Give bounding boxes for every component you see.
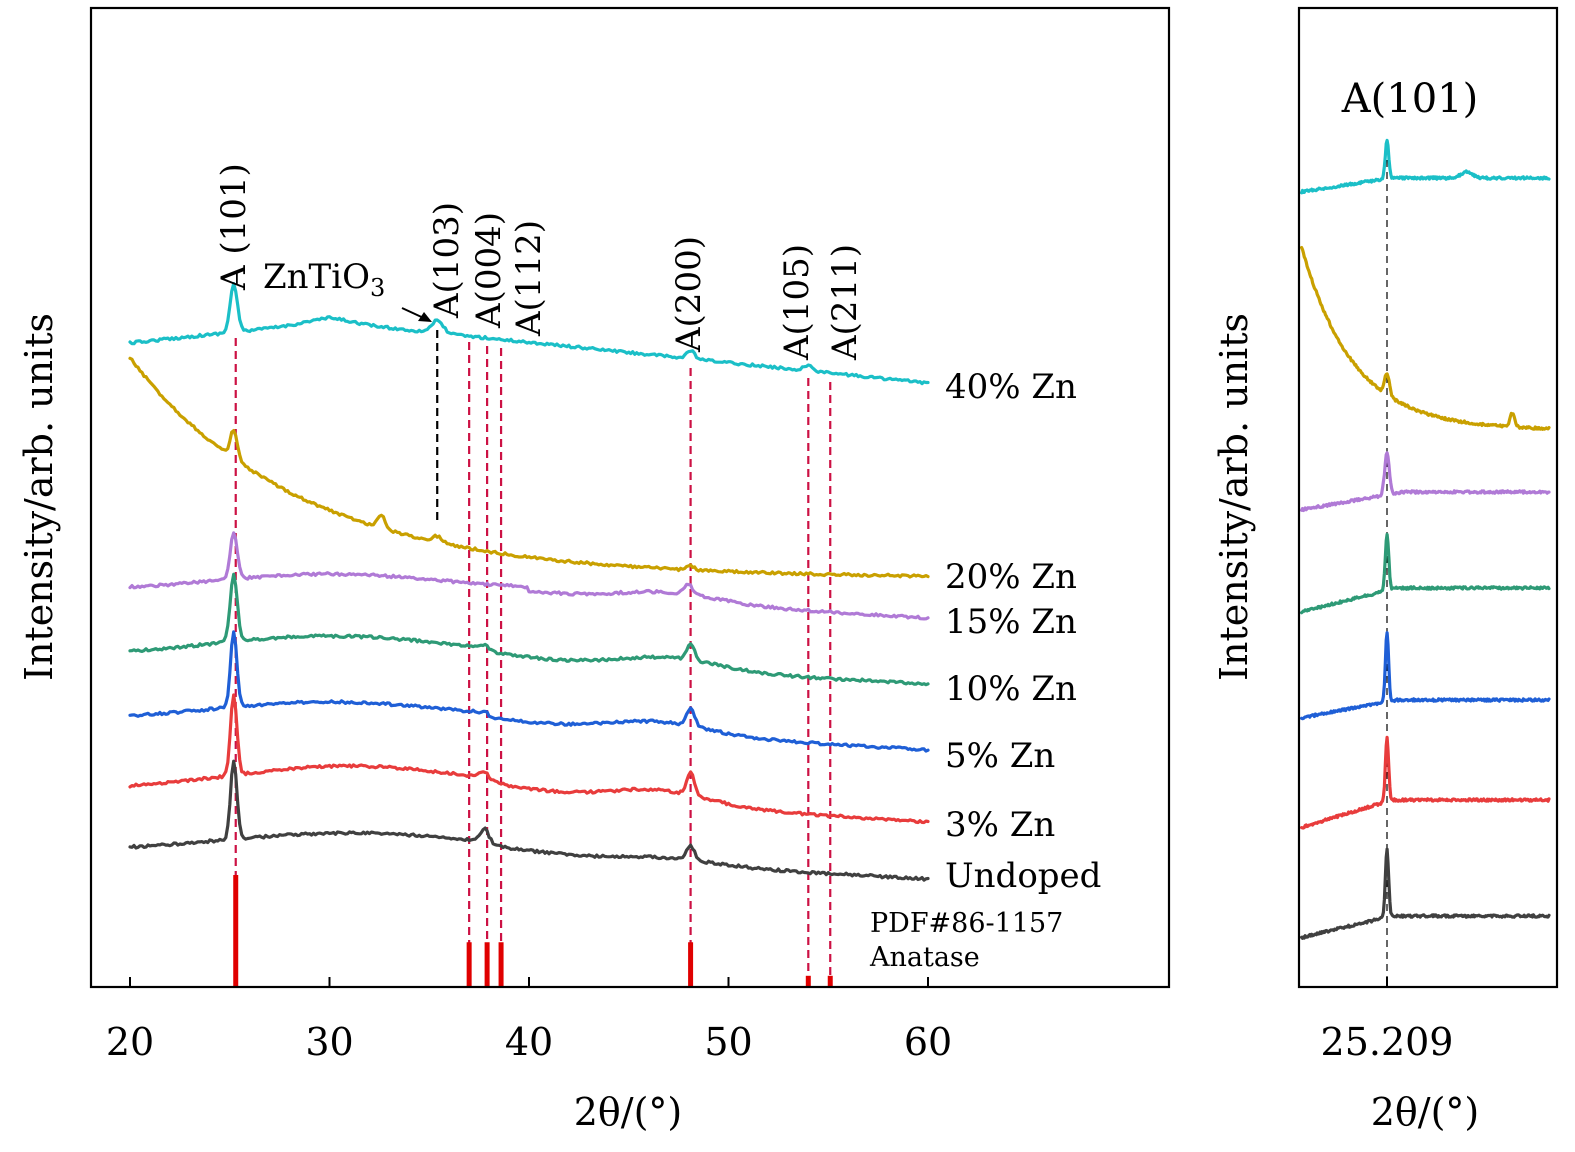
inset-panel: 25.209 A(101) 2θ/(°) Intensity/arb. unit…: [1212, 6, 1559, 1134]
peak-label: A(112): [509, 220, 549, 337]
inset-trace-20-zn: [1300, 246, 1551, 431]
inset-trace-undoped: [1300, 847, 1551, 940]
pdf-label: PDF#86-1157: [870, 908, 1063, 939]
x-tick-label: 60: [904, 1020, 952, 1064]
inset-trace-5-zn: [1300, 631, 1551, 721]
main-traces: [128, 282, 930, 882]
x-tick-label: 50: [704, 1020, 752, 1064]
peak-label: A(200): [669, 236, 709, 353]
inset-plot-frame: [1297, 6, 1559, 989]
main-x-ticks: 20 30 40 50 60: [106, 977, 952, 1064]
series-label: 5% Zn: [945, 736, 1055, 776]
trace-5-zn: [128, 630, 930, 753]
trace-20-zn: [128, 356, 930, 579]
inset-trace-40-zn: [1300, 138, 1551, 195]
trace-undoped: [128, 759, 930, 882]
pdf-phase-label: Anatase: [869, 942, 980, 973]
trace-15-zn: [128, 531, 930, 621]
main-plot-frame: [89, 6, 1171, 989]
main-y-axis-label: Intensity/arb. units: [17, 313, 61, 681]
inset-x-axis-label: 2θ/(°): [1371, 1090, 1480, 1134]
peak-label: A (101): [214, 163, 254, 291]
inset-x-tick-label: 25.209: [1321, 1020, 1454, 1064]
peak-label: A(004): [469, 212, 509, 329]
inset-trace-15-zn: [1300, 451, 1551, 513]
x-tick-label: 40: [505, 1020, 553, 1064]
peak-label: A(103): [427, 202, 467, 319]
pdf-reference-bars: [233, 875, 833, 987]
trace-10-zn: [128, 572, 930, 687]
inset-trace-3-zn: [1300, 735, 1551, 830]
trace-3-zn: [128, 693, 930, 825]
inset-traces: [1300, 138, 1551, 940]
trace-40-zn: [128, 282, 930, 386]
inset-trace-10-zn: [1300, 532, 1551, 615]
series-labels: 40% Zn 20% Zn 15% Zn 10% Zn 5% Zn 3% Zn Undope…: [945, 367, 1101, 896]
inset-title: A(101): [1341, 76, 1478, 122]
x-tick-label: 20: [106, 1020, 154, 1064]
peak-label: A(105): [777, 244, 817, 361]
peak-labels: A (101) A(103) A(004) A(112) A(200) A(105) A(2…: [214, 163, 865, 361]
series-label: Undoped: [945, 856, 1101, 896]
peak-label: A(211): [825, 244, 865, 361]
series-label: 15% Zn: [945, 602, 1077, 642]
zntio3-arrowhead: [418, 312, 432, 322]
main-x-axis-label: 2θ/(°): [574, 1090, 683, 1134]
series-label: 3% Zn: [945, 805, 1055, 845]
peak-label-zntio3: ZnTiO3: [263, 257, 385, 302]
x-tick-label: 30: [305, 1020, 353, 1064]
series-label: 40% Zn: [945, 367, 1077, 407]
main-panel: 20 30 40 50 60 A (101) A(103) A(004) A(112) A(20…: [17, 6, 1171, 1134]
series-label: 20% Zn: [945, 557, 1077, 597]
series-label: 10% Zn: [945, 669, 1077, 709]
inset-y-axis-label: Intensity/arb. units: [1212, 313, 1256, 681]
